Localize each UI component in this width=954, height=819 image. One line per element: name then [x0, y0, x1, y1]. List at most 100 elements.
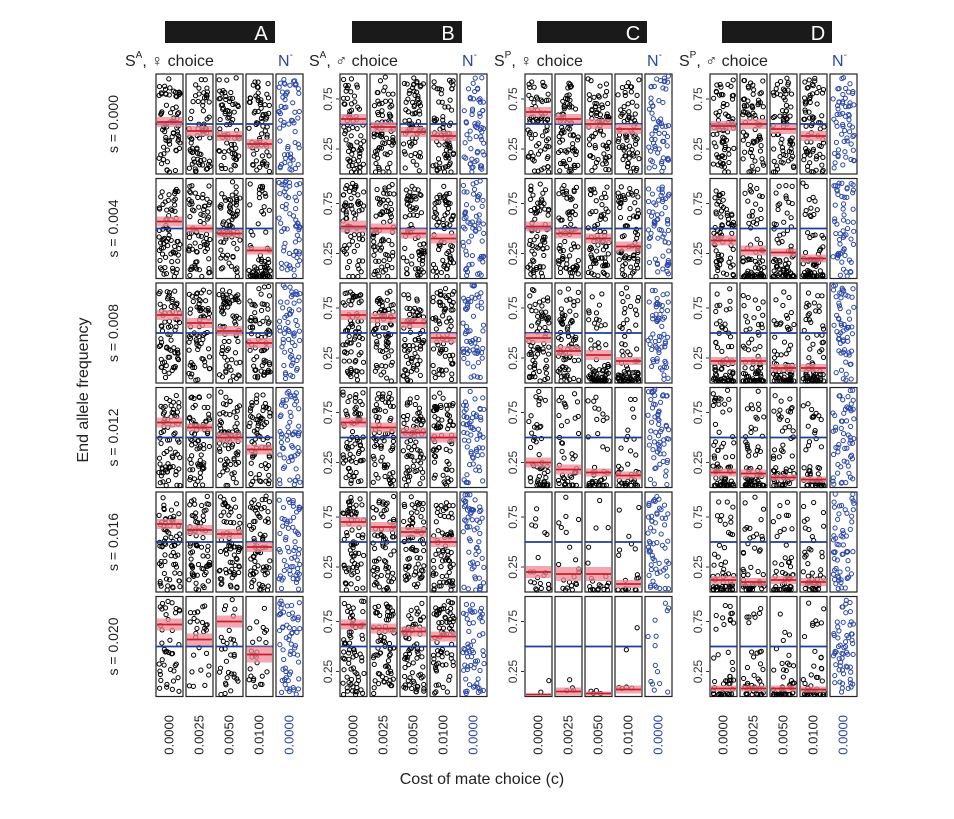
data-point: [231, 651, 237, 658]
data-point: [267, 410, 273, 416]
data-point: [432, 374, 438, 381]
null-point: [466, 239, 472, 245]
data-point: [192, 93, 199, 99]
data-point: [410, 111, 416, 117]
data-point: [205, 404, 211, 411]
data-point: [197, 162, 203, 168]
data-point: [248, 481, 254, 487]
null-point: [480, 328, 486, 334]
null-point: [280, 647, 286, 653]
data-point: [346, 258, 352, 265]
data-point: [236, 564, 242, 570]
data-point: [433, 162, 439, 168]
data-point: [235, 102, 241, 108]
data-point: [261, 372, 267, 378]
data-point: [414, 354, 420, 360]
data-point: [434, 199, 440, 205]
data-point: [174, 451, 180, 457]
data-point: [408, 152, 414, 159]
data-point: [162, 552, 168, 558]
data-point: [430, 163, 436, 169]
null-point: [278, 103, 284, 109]
null-point: [480, 197, 486, 203]
x-tick-label: 0.0000: [162, 715, 177, 755]
data-point: [346, 333, 352, 340]
x-tick-label: 0.0025: [192, 715, 207, 755]
data-point: [404, 376, 410, 382]
data-point: [388, 200, 394, 207]
data-point: [357, 150, 363, 157]
null-point: [295, 86, 301, 92]
null-point: [276, 84, 282, 90]
data-point: [218, 581, 224, 587]
data-point: [200, 99, 206, 105]
null-point: [465, 296, 471, 303]
null-point: [277, 324, 283, 330]
data-point: [186, 683, 192, 689]
data-point: [228, 636, 234, 642]
data-point: [206, 256, 212, 262]
data-point: [166, 530, 172, 536]
data-point: [206, 158, 213, 164]
null-point: [468, 233, 475, 239]
data-point: [173, 301, 180, 308]
data-point: [163, 102, 170, 108]
panel-header-bar: [352, 21, 462, 43]
data-point: [386, 184, 392, 190]
null-point: [286, 637, 292, 643]
null-point: [290, 524, 296, 530]
data-point: [343, 185, 349, 192]
null-point: [295, 445, 301, 451]
null-point: [283, 178, 289, 184]
data-point: [351, 474, 357, 480]
x-tick-label: 0.0000: [282, 715, 297, 755]
data-point: [189, 183, 195, 189]
data-point: [233, 75, 239, 81]
null-point: [292, 109, 298, 115]
data-point: [257, 514, 263, 520]
data-point: [222, 197, 229, 203]
data-point: [413, 196, 419, 202]
null-point: [472, 88, 478, 95]
null-point: [282, 284, 288, 291]
data-point: [265, 481, 272, 487]
data-point: [414, 345, 420, 351]
null-point: [281, 182, 287, 188]
x-tick-label: 0.0050: [222, 715, 237, 755]
panel-row: 0.250.75: [321, 177, 488, 280]
data-point: [259, 582, 266, 589]
data-point: [414, 298, 420, 304]
y-tick-label: 0.25: [321, 241, 335, 265]
data-point: [193, 377, 199, 383]
data-point: [256, 195, 263, 201]
data-point: [258, 97, 264, 103]
data-point: [156, 561, 163, 567]
data-point: [206, 411, 212, 417]
null-point: [464, 350, 471, 357]
panel-group-C: CSP, ♀ choice N-0.250.750.250.750.250.750…: [494, 21, 673, 755]
data-point: [388, 348, 394, 354]
data-point: [405, 96, 411, 102]
data-point: [190, 298, 196, 305]
data-point: [384, 165, 391, 171]
null-point: [477, 110, 483, 117]
data-point: [189, 549, 196, 555]
data-point: [158, 91, 165, 97]
data-point: [224, 467, 230, 473]
data-point: [266, 110, 272, 116]
data-point: [172, 570, 178, 576]
data-point: [402, 165, 408, 171]
null-point: [284, 267, 290, 273]
data-point: [379, 238, 385, 244]
null-point: [469, 219, 475, 225]
null-point: [296, 145, 302, 151]
data-point: [247, 522, 253, 529]
data-point: [170, 549, 176, 556]
data-point: [160, 156, 167, 163]
data-point: [358, 141, 364, 147]
data-point: [187, 474, 194, 480]
data-point: [359, 369, 365, 375]
data-point: [186, 234, 193, 241]
data-point: [172, 365, 178, 371]
data-point: [167, 446, 173, 452]
